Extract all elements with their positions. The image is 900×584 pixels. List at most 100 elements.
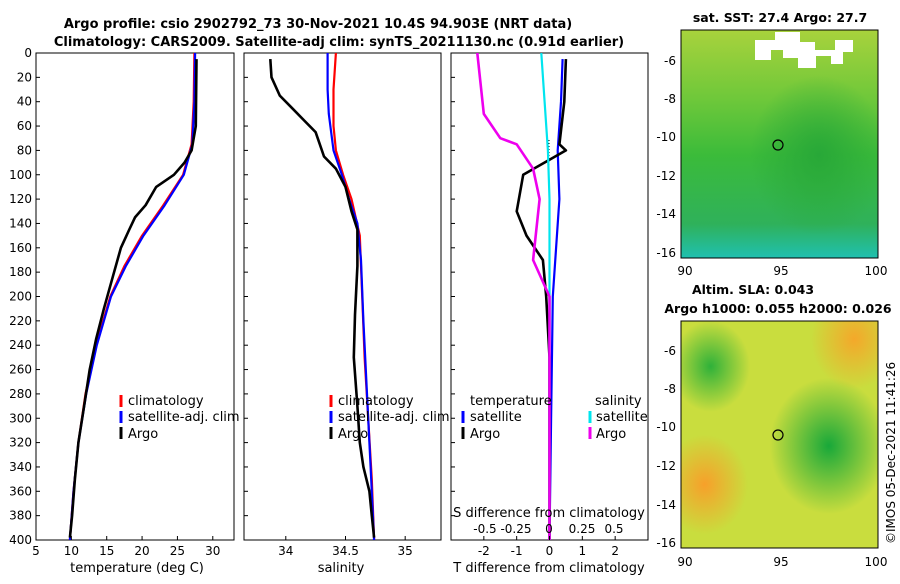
y-tick-label: 380: [9, 509, 32, 523]
map-xtick: 100: [865, 264, 888, 278]
sst-warm-patch: [681, 30, 878, 258]
map-xtick: 100: [865, 555, 888, 569]
map-ytick: -12: [656, 459, 676, 473]
x-tick-label: -1: [511, 544, 523, 558]
salinity-panel: [243, 52, 442, 541]
y-tick-label: 300: [9, 411, 32, 425]
map-ytick: -14: [656, 207, 676, 221]
y-tick-label: 60: [17, 119, 32, 133]
sst-map: -6 -8 -10 -12 -14 -16 90 95 100: [656, 29, 888, 278]
difference-series: [476, 53, 568, 540]
difference-legend: temperature satellite Argo salinity sate…: [461, 394, 648, 442]
sst-map-frame: [680, 29, 879, 259]
y-tick-label: 160: [9, 241, 32, 255]
map-ytick: -8: [664, 382, 676, 396]
y-tick-label: 400: [9, 533, 32, 547]
legend-label: satellite: [596, 410, 648, 425]
x-tick-label: 0: [546, 544, 554, 558]
x-tick-label: 1: [579, 544, 587, 558]
x-tick-label: 35: [398, 544, 413, 558]
salinity-xlabel: salinity: [318, 561, 365, 576]
legend-label: climatology: [128, 394, 204, 409]
x-tick-label: -2: [478, 544, 490, 558]
y-tick-label: 360: [9, 484, 32, 498]
y-tick-label: 240: [9, 338, 32, 352]
x-tick-label: 10: [64, 544, 79, 558]
sla-map: -6 -8 -10 -12 -14 -16 90 95 100: [656, 320, 888, 569]
legend-label: Argo: [470, 427, 500, 442]
sla-map-subtitle: Argo h1000: 0.055 h2000: 0.026: [664, 301, 892, 316]
legend-label: satellite-adj. clim: [338, 410, 450, 425]
legend-label: Argo: [128, 427, 158, 442]
argo-location-marker: [772, 429, 784, 441]
temperature-series: [68, 53, 198, 540]
legend-label: satellite-adj. clim: [128, 410, 240, 425]
map-ytick: -12: [656, 169, 676, 183]
y-tick-label: 140: [9, 216, 32, 230]
argo-location-marker: [772, 139, 784, 151]
map-ytick: -14: [656, 498, 676, 512]
legend-group-title-salinity: salinity: [595, 394, 642, 409]
y-tick-label: 320: [9, 436, 32, 450]
sla-map-frame: [680, 320, 879, 549]
series-climatology: [332, 53, 376, 540]
sla-high-patch: [681, 321, 878, 548]
s-tick-label: -0.5: [473, 522, 496, 536]
y-tick-label: 200: [9, 290, 32, 304]
map-ytick: -6: [664, 344, 676, 358]
series-s-argo: [476, 53, 551, 540]
x-tick-label: 5: [32, 544, 40, 558]
y-tick-label: 40: [17, 95, 32, 109]
y-tick-label: 280: [9, 387, 32, 401]
s-tick-label: -0.25: [500, 522, 531, 536]
x-tick-label: 30: [205, 544, 220, 558]
series-satellite-adj-clim: [68, 53, 197, 540]
y-tick-label: 80: [17, 143, 32, 157]
series-climatology: [68, 53, 196, 540]
series-t-argo: [515, 59, 568, 540]
map-ytick: -6: [664, 54, 676, 68]
x-tick-label: 34: [278, 544, 293, 558]
map-ytick: -16: [656, 246, 676, 260]
y-tick-label: 180: [9, 265, 32, 279]
legend-label: Argo: [338, 427, 368, 442]
s-difference-ticks: -0.5 -0.25 0 0.25 0.5: [473, 522, 623, 536]
s-tick-label: 0.25: [569, 522, 596, 536]
series-argo: [269, 59, 376, 538]
y-tick-label: 100: [9, 168, 32, 182]
series-t-satellite: [548, 59, 564, 540]
map-xtick: 90: [677, 555, 692, 569]
axis-ticks: 5 10 15 20 25 3002040608010012014016018020022…: [9, 46, 619, 558]
x-tick-label: 34.5: [332, 544, 359, 558]
sla-map-title: Altim. SLA: 0.043: [692, 282, 814, 297]
y-tick-label: 120: [9, 192, 32, 206]
series-satellite-adj-clim: [326, 53, 376, 540]
s-tick-label: 0.5: [604, 522, 623, 536]
map-ytick: -16: [656, 536, 676, 550]
y-tick-label: 340: [9, 460, 32, 474]
temperature-legend: climatology satellite-adj. clim Argo: [119, 394, 240, 442]
difference-xlabel: T difference from climatology: [452, 561, 645, 576]
salinity-series: [269, 53, 376, 540]
figure-title-line1: Argo profile: csio 2902792_73 30-Nov-202…: [64, 17, 572, 32]
map-ytick: -10: [656, 130, 676, 144]
x-tick-label: 20: [134, 544, 149, 558]
salinity-legend: climatology satellite-adj. clim Argo: [329, 394, 450, 442]
y-tick-label: 0: [24, 46, 32, 60]
s-tick-label: 0: [545, 522, 553, 536]
legend-group-title-temperature: temperature: [470, 394, 552, 409]
temperature-xlabel: temperature (deg C): [70, 561, 204, 576]
x-tick-label: 2: [611, 544, 619, 558]
sst-map-title: sat. SST: 27.4 Argo: 27.7: [693, 10, 867, 25]
map-ytick: -10: [656, 420, 676, 434]
map-ytick: -8: [664, 92, 676, 106]
y-tick-label: 220: [9, 314, 32, 328]
y-tick-label: 260: [9, 363, 32, 377]
map-xtick: 95: [773, 264, 788, 278]
legend-label: Argo: [596, 427, 626, 442]
temperature-panel: [35, 52, 235, 541]
figure-title-line2: Climatology: CARS2009. Satellite-adj cli…: [54, 35, 624, 50]
series-argo: [68, 59, 198, 538]
y-tick-label: 20: [17, 70, 32, 84]
